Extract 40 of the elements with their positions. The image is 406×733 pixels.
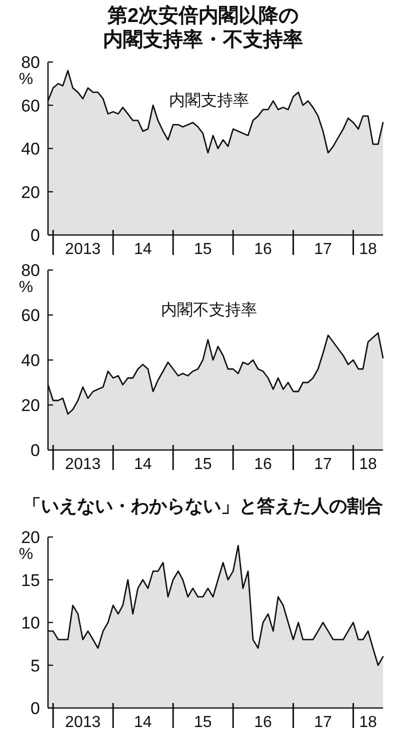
- y-axis-title: %: [18, 546, 34, 563]
- series-label: 内閣不支持率: [160, 301, 257, 319]
- y-tick-label: 5: [30, 656, 40, 676]
- y-tick-label: 40: [21, 140, 40, 158]
- x-tick-label: 16: [254, 714, 272, 731]
- x-tick-label: 2013: [65, 456, 101, 473]
- x-tick-label: 18: [359, 456, 378, 473]
- x-tick-label: 14: [134, 456, 152, 473]
- y-tick-label: 80: [21, 261, 40, 280]
- chart-title: 第2次安倍内閣以降の内閣支持率・不支持率: [103, 4, 303, 51]
- y-tick-label: 0: [30, 699, 40, 718]
- x-tick-label: 15: [194, 456, 212, 473]
- x-tick-label: 17: [314, 241, 332, 258]
- chart-title: 「いえない・わからない」と答えた人の割合: [23, 496, 383, 516]
- series-label: 内閣支持率: [168, 91, 249, 110]
- y-tick-label: 0: [30, 226, 40, 245]
- y-tick-label: 15: [21, 570, 40, 590]
- x-tick-label: 18: [359, 241, 378, 258]
- y-tick-label: 0: [30, 441, 40, 460]
- y-axis-title: %: [18, 279, 34, 296]
- y-tick-label: 60: [21, 306, 40, 325]
- y-tick-label: 40: [21, 351, 40, 370]
- y-tick-label: 20: [21, 182, 40, 202]
- x-tick-label: 17: [314, 714, 332, 731]
- x-tick-label: 15: [194, 714, 212, 731]
- y-tick-label: 20: [21, 396, 40, 415]
- x-tick-label: 14: [134, 241, 152, 258]
- x-tick-label: 15: [194, 241, 212, 258]
- x-tick-label: 2013: [65, 714, 101, 731]
- x-tick-label: 16: [254, 241, 272, 258]
- x-tick-label: 2013: [65, 241, 101, 258]
- x-tick-label: 16: [254, 456, 272, 473]
- x-tick-label: 17: [314, 456, 332, 473]
- x-tick-label: 14: [134, 714, 152, 731]
- y-tick-label: 10: [21, 614, 40, 632]
- y-axis-title: %: [18, 71, 34, 88]
- x-tick-label: 18: [359, 714, 378, 731]
- y-tick-label: 80: [21, 53, 40, 72]
- y-tick-label: 60: [21, 96, 40, 116]
- y-tick-label: 20: [21, 528, 40, 547]
